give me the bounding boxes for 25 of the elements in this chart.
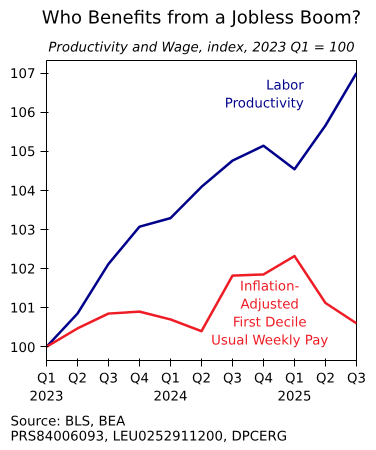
y-tick-label: 103 <box>10 223 36 238</box>
x-tick-label: Q1 2024 <box>154 372 188 404</box>
series-label: Inflation- Adjusted First Decile Usual Weekly Pay <box>211 280 328 348</box>
y-tick-label: 100 <box>10 340 36 356</box>
x-tick-label: Q4 <box>130 372 149 386</box>
chart-title: Who Benefits from a Jobless Boom? <box>42 8 362 28</box>
y-tick-label: 107 <box>10 67 36 82</box>
chart-subtitle: Productivity and Wage, index, 2023 Q1 = 100 <box>48 40 355 56</box>
y-tick-label: 102 <box>10 262 36 278</box>
series-label: Labor Productivity <box>224 78 304 112</box>
x-tick-label: Q4 <box>254 372 273 386</box>
x-tick-label: Q3 <box>347 372 366 386</box>
source-note: Source: BLS, BEA PRS84006093, LEU0252911200, DPCERG <box>10 414 288 444</box>
line-series <box>46 254 356 348</box>
x-tick-label: Q1 2023 <box>30 372 64 404</box>
x-tick-label: Q2 <box>316 372 335 386</box>
x-tick-label: Q1 2025 <box>278 372 312 404</box>
y-tick-label: 106 <box>10 106 36 122</box>
x-tick-label: Q2 <box>192 372 211 386</box>
y-tick-label: 101 <box>10 302 36 317</box>
x-tick-label: Q2 <box>68 372 87 386</box>
x-tick-label: Q3 <box>223 372 242 386</box>
y-tick-label: 105 <box>10 145 36 160</box>
y-tick-label: 104 <box>10 184 36 200</box>
x-tick-label: Q3 <box>99 372 118 386</box>
